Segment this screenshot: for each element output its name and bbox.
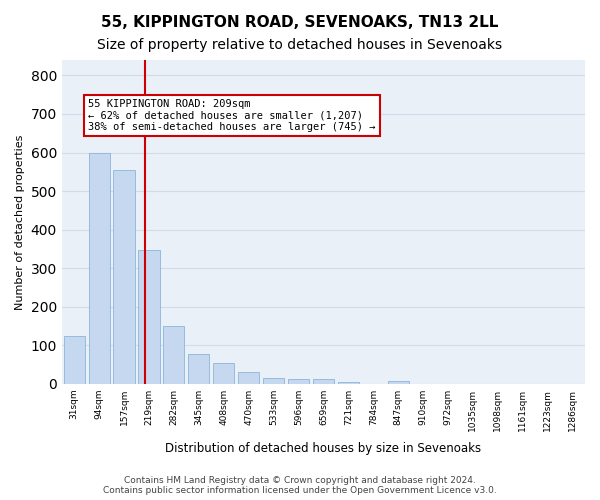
Text: Size of property relative to detached houses in Sevenoaks: Size of property relative to detached ho… (97, 38, 503, 52)
Bar (388, 381, 409, 384)
X-axis label: Distribution of detached houses by size in Sevenoaks: Distribution of detached houses by size … (166, 442, 481, 455)
Bar (163, 326, 184, 384)
Bar (313, 380, 334, 384)
Bar (113, 170, 134, 384)
Text: Contains HM Land Registry data © Crown copyright and database right 2024.
Contai: Contains HM Land Registry data © Crown c… (103, 476, 497, 495)
Bar (213, 362, 235, 384)
Text: 55 KIPPINGTON ROAD: 209sqm
← 62% of detached houses are smaller (1,207)
38% of s: 55 KIPPINGTON ROAD: 209sqm ← 62% of deta… (88, 99, 376, 132)
Bar (64, 336, 85, 384)
Y-axis label: Number of detached properties: Number of detached properties (15, 134, 25, 310)
Bar (238, 372, 259, 384)
Bar (263, 378, 284, 384)
Bar (139, 250, 160, 384)
Bar (89, 152, 110, 384)
Bar (188, 354, 209, 384)
Text: 55, KIPPINGTON ROAD, SEVENOAKS, TN13 2LL: 55, KIPPINGTON ROAD, SEVENOAKS, TN13 2LL (101, 15, 499, 30)
Bar (288, 380, 309, 384)
Bar (338, 382, 359, 384)
